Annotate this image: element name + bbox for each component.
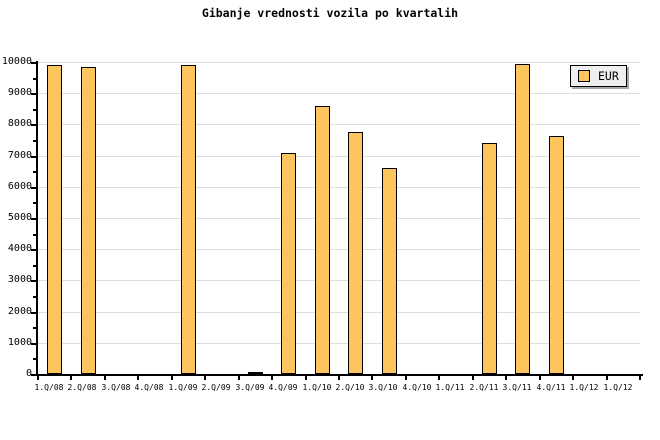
x-tick <box>37 376 39 380</box>
x-tick <box>338 376 340 380</box>
y-major-tick <box>31 187 36 189</box>
gridline <box>38 343 640 344</box>
y-tick-label: 10000 <box>1 56 32 67</box>
legend: EUR <box>570 65 627 87</box>
chart-title: Gibanje vrednosti vozila po kvartalih <box>201 6 459 20</box>
x-tick-label: 1.Q/11 <box>435 383 465 392</box>
y-tick-label: 6000 <box>7 181 32 192</box>
x-tick-label: 4.Q/08 <box>134 383 164 392</box>
y-major-tick <box>31 124 36 126</box>
bar <box>549 136 564 374</box>
y-major-tick <box>31 374 36 376</box>
y-tick-label: 4000 <box>7 243 32 254</box>
bar <box>47 65 62 374</box>
y-tick-label: 2000 <box>7 306 32 317</box>
x-tick-label: 2.Q/08 <box>67 383 97 392</box>
x-tick <box>639 376 641 380</box>
legend-label: EUR <box>598 69 619 83</box>
x-tick <box>371 376 373 380</box>
y-tick-label: 3000 <box>7 274 32 285</box>
y-tick-label: 5000 <box>7 212 32 223</box>
y-tick-label: 0 <box>25 368 32 379</box>
gridline <box>38 218 640 219</box>
gridline <box>38 156 640 157</box>
y-tick-label: 7000 <box>7 150 32 161</box>
y-minor-tick <box>33 78 36 80</box>
gridline <box>38 312 640 313</box>
x-tick <box>171 376 173 380</box>
y-axis-line <box>36 61 38 376</box>
x-tick-label: 1.Q/08 <box>34 383 64 392</box>
x-tick <box>238 376 240 380</box>
y-minor-tick <box>33 358 36 360</box>
x-tick-label: 4.Q/09 <box>268 383 298 392</box>
y-major-tick <box>31 280 36 282</box>
y-minor-tick <box>33 109 36 111</box>
y-minor-tick <box>33 140 36 142</box>
x-tick-label: 3.Q/08 <box>101 383 131 392</box>
bar <box>382 168 397 374</box>
y-minor-tick <box>33 171 36 173</box>
x-tick <box>539 376 541 380</box>
gridline <box>38 187 640 188</box>
x-tick-label: 3.Q/09 <box>235 383 265 392</box>
bar <box>348 132 363 374</box>
bar <box>248 372 263 374</box>
gridline <box>38 93 640 94</box>
bar <box>281 153 296 374</box>
y-minor-tick <box>33 265 36 267</box>
y-minor-tick <box>33 202 36 204</box>
x-tick-label: 3.Q/10 <box>368 383 398 392</box>
bar <box>482 143 497 374</box>
x-tick-label: 1.Q/12 <box>569 383 599 392</box>
y-major-tick <box>31 218 36 220</box>
y-major-tick <box>31 62 36 64</box>
y-major-tick <box>31 93 36 95</box>
x-tick-label: 2.Q/11 <box>469 383 499 392</box>
x-tick <box>472 376 474 380</box>
y-tick-label: 1000 <box>7 337 32 348</box>
x-tick-label: 4.Q/11 <box>536 383 566 392</box>
y-minor-tick <box>33 327 36 329</box>
x-tick <box>572 376 574 380</box>
gridline <box>38 249 640 250</box>
y-minor-tick <box>33 296 36 298</box>
y-tick-label: 9000 <box>7 87 32 98</box>
y-major-tick <box>31 312 36 314</box>
y-tick-label: 8000 <box>7 118 32 129</box>
x-tick <box>505 376 507 380</box>
x-tick-label: 2.Q/10 <box>335 383 365 392</box>
x-tick <box>137 376 139 380</box>
gridline <box>38 280 640 281</box>
x-tick <box>405 376 407 380</box>
legend-swatch-icon <box>578 70 590 82</box>
x-tick <box>104 376 106 380</box>
x-tick-label: 1.Q/09 <box>168 383 198 392</box>
x-tick-label: 1.Q/12 <box>603 383 633 392</box>
x-tick <box>606 376 608 380</box>
x-tick-label: 2.Q/09 <box>201 383 231 392</box>
bar <box>515 64 530 374</box>
x-tick-label: 3.Q/11 <box>502 383 532 392</box>
y-major-tick <box>31 249 36 251</box>
bar <box>81 67 96 374</box>
x-tick-label: 4.Q/10 <box>402 383 432 392</box>
bar <box>315 106 330 374</box>
x-tick <box>70 376 72 380</box>
bar <box>181 65 196 374</box>
x-axis-line <box>36 374 643 376</box>
gridline <box>38 124 640 125</box>
x-tick <box>271 376 273 380</box>
y-major-tick <box>31 156 36 158</box>
x-tick <box>438 376 440 380</box>
x-tick <box>204 376 206 380</box>
x-tick-label: 1.Q/10 <box>302 383 332 392</box>
y-major-tick <box>31 343 36 345</box>
gridline <box>38 62 640 63</box>
y-minor-tick <box>33 234 36 236</box>
x-tick <box>305 376 307 380</box>
